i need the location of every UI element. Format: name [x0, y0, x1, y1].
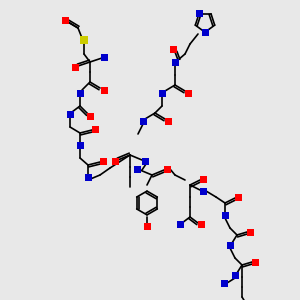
FancyBboxPatch shape: [197, 220, 205, 227]
FancyBboxPatch shape: [200, 188, 206, 194]
FancyBboxPatch shape: [196, 10, 202, 17]
FancyBboxPatch shape: [226, 242, 233, 248]
FancyBboxPatch shape: [158, 89, 166, 97]
FancyBboxPatch shape: [235, 194, 242, 200]
FancyBboxPatch shape: [164, 118, 172, 124]
FancyBboxPatch shape: [86, 112, 94, 119]
FancyBboxPatch shape: [85, 173, 92, 181]
FancyBboxPatch shape: [202, 29, 208, 36]
FancyBboxPatch shape: [143, 223, 151, 230]
FancyBboxPatch shape: [232, 272, 238, 278]
FancyBboxPatch shape: [247, 229, 254, 236]
FancyBboxPatch shape: [67, 110, 73, 118]
FancyBboxPatch shape: [164, 166, 170, 172]
FancyBboxPatch shape: [221, 212, 229, 218]
FancyBboxPatch shape: [76, 142, 83, 148]
FancyBboxPatch shape: [100, 53, 107, 61]
FancyBboxPatch shape: [140, 118, 146, 124]
FancyBboxPatch shape: [112, 158, 118, 164]
FancyBboxPatch shape: [251, 259, 259, 266]
FancyBboxPatch shape: [184, 89, 191, 97]
FancyBboxPatch shape: [80, 36, 88, 44]
FancyBboxPatch shape: [76, 89, 83, 97]
FancyBboxPatch shape: [200, 176, 206, 182]
FancyBboxPatch shape: [61, 16, 68, 23]
FancyBboxPatch shape: [169, 46, 176, 52]
FancyBboxPatch shape: [71, 64, 79, 70]
FancyBboxPatch shape: [134, 166, 140, 172]
FancyBboxPatch shape: [220, 280, 227, 286]
FancyBboxPatch shape: [142, 158, 148, 164]
FancyBboxPatch shape: [100, 158, 106, 164]
FancyBboxPatch shape: [100, 86, 107, 94]
FancyBboxPatch shape: [172, 58, 178, 65]
FancyBboxPatch shape: [176, 220, 184, 227]
FancyBboxPatch shape: [92, 125, 98, 133]
